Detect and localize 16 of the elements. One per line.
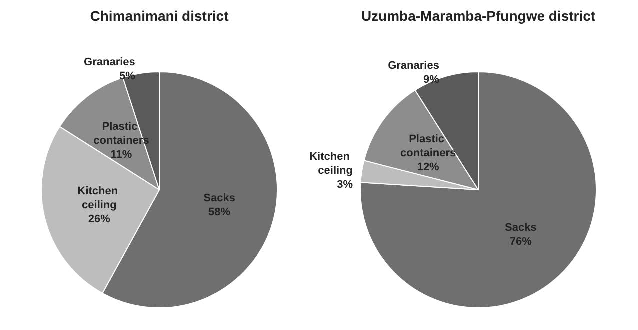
slice-label: Kitchen ceiling	[310, 150, 353, 177]
data-label: 11%	[110, 149, 132, 162]
data-label: 76%	[510, 236, 532, 248]
slice-label: Sacks	[505, 222, 537, 234]
slice-label: Sacks	[204, 192, 236, 204]
data-label: 9%	[424, 74, 440, 86]
slice-label: Plastic containers	[400, 134, 456, 160]
chart-title: Chimanimani district	[90, 8, 230, 24]
slice-label: Kitchen ceiling	[78, 185, 122, 212]
data-label: 26%	[88, 213, 111, 226]
data-label: 3%	[337, 178, 354, 191]
slice-label: Granaries	[84, 56, 136, 68]
chart-title: Uzumba-Maramba-Pfungwe district	[361, 8, 596, 24]
data-label: 58%	[208, 206, 231, 218]
data-label: 12%	[417, 162, 440, 174]
slice-label: Granaries	[388, 60, 440, 72]
